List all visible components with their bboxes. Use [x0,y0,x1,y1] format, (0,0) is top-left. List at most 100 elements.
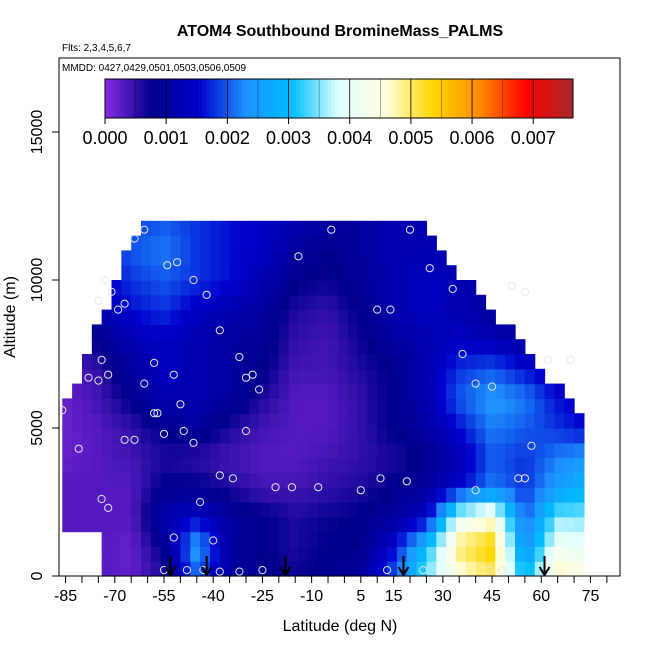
heatmap-cell [436,531,447,547]
x-tick-label: -70 [103,588,126,605]
heatmap-cell [465,294,477,311]
heatmap-cell [406,368,418,385]
colorbar-segment [222,79,227,118]
heatmap-cell [387,531,398,547]
heatmap-cell [288,250,300,266]
heatmap-cell [268,546,280,562]
heatmap-cell [160,265,172,281]
heatmap-cell [347,339,359,355]
heatmap-cell [239,398,250,414]
heatmap-cell [239,561,250,577]
heatmap-cell [406,457,418,473]
heatmap-cell [259,516,270,533]
heatmap-cell [190,502,201,518]
heatmap-cell [209,280,221,296]
heatmap-cell [298,309,309,325]
heatmap-cell [485,442,496,459]
heatmap-cell [387,516,398,533]
colorbar-segment [136,79,141,118]
heatmap-cell [515,531,526,547]
heatmap-cell [219,339,231,355]
heatmap-cell [416,265,428,281]
heatmap-cell [318,413,329,429]
heatmap-cell [495,368,506,385]
heatmap-cell [495,457,506,473]
heatmap-cell [190,442,201,459]
heatmap-cell [229,457,241,473]
heatmap-cell [150,502,162,518]
heatmap-cell [357,294,368,311]
heatmap-cell [426,516,437,533]
heatmap-cell [357,250,368,266]
heatmap-cell [209,250,221,266]
heatmap-cell [170,339,181,355]
heatmap-cell [396,265,408,281]
heatmap-cell [101,324,113,340]
heatmap-cell [229,428,241,444]
heatmap-cell [249,442,260,459]
heatmap-cell [455,309,467,325]
heatmap-cell [249,502,260,518]
x-axis: -85 -70 -55 -40 -25 -10 5 15 30 45 60 75 [54,575,608,605]
colorbar-segment [303,79,309,118]
heatmap-cell [406,502,418,518]
heatmap-cell [239,472,250,488]
heatmap-cell [377,442,388,459]
heatmap-cell [150,354,162,370]
heatmap-cell [377,354,388,370]
heatmap-cell [170,428,181,444]
heatmap-cell [81,428,93,444]
heatmap-cell [298,280,309,296]
heatmap-cell [219,398,231,414]
heatmap-cell [574,502,585,518]
heatmap-cell [328,309,339,325]
heatmap-cell [170,516,181,533]
heatmap-cell [377,398,388,414]
sample-point [356,486,365,495]
heatmap-cell [249,280,260,296]
heatmap-cell [495,383,506,399]
heatmap-cell [180,383,191,399]
heatmap-cell [131,250,142,266]
heatmap-cell [268,294,280,311]
heatmap-cell [515,516,526,533]
colorbar-segment [288,79,293,118]
sample-point [514,474,523,483]
heatmap-cell [62,398,73,414]
heatmap-cell [416,354,428,370]
heatmap-cell [475,324,487,340]
heatmap-cell [239,309,250,325]
heatmap-cell [515,354,526,370]
heatmap-cell [328,368,339,385]
heatmap-cell [347,398,359,414]
colorbar-segment [479,79,484,118]
heatmap-cell [357,280,368,296]
heatmap-cell [554,398,565,414]
heatmap-cell [180,487,191,503]
heatmap-cell [259,442,270,459]
heatmap-cell [160,220,172,237]
heatmap-cell [111,472,122,488]
sample-point [497,566,506,575]
heatmap-cell [406,220,418,237]
heatmap-cell [160,472,172,488]
heatmap-cell [239,442,250,459]
sample-point [543,355,552,364]
heatmap-cell [475,428,487,444]
heatmap-cell [200,383,211,399]
heatmap-cell [347,250,359,266]
heatmap-field [62,220,585,577]
heatmap-cell [534,428,546,444]
heatmap-cell [150,235,162,251]
heatmap-cell [209,265,221,281]
heatmap-cell [209,561,221,577]
heatmap-cell [328,428,339,444]
heatmap-cell [268,531,280,547]
heatmap-cell [239,531,250,547]
heatmap-cell [308,502,319,518]
heatmap-cell [475,309,487,325]
heatmap-cell [308,487,319,503]
heatmap-cell [426,309,437,325]
heatmap-cell [387,487,398,503]
sample-point [150,409,159,418]
